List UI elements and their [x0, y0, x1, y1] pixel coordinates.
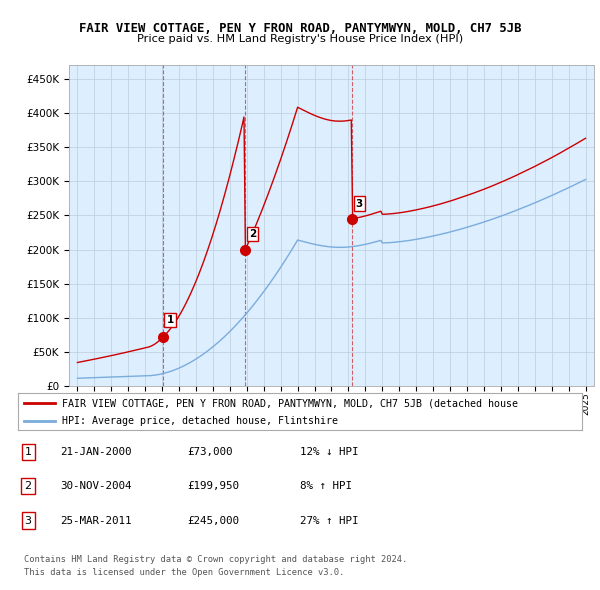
- Text: FAIR VIEW COTTAGE, PEN Y FRON ROAD, PANTYMWYN, MOLD, CH7 5JB: FAIR VIEW COTTAGE, PEN Y FRON ROAD, PANT…: [79, 22, 521, 35]
- Text: 2: 2: [249, 230, 256, 240]
- Text: 27% ↑ HPI: 27% ↑ HPI: [300, 516, 359, 526]
- Text: £245,000: £245,000: [187, 516, 239, 526]
- Text: 3: 3: [25, 516, 32, 526]
- Text: 2: 2: [25, 481, 32, 491]
- Text: Contains HM Land Registry data © Crown copyright and database right 2024.: Contains HM Land Registry data © Crown c…: [24, 555, 407, 563]
- Text: 8% ↑ HPI: 8% ↑ HPI: [300, 481, 352, 491]
- Text: HPI: Average price, detached house, Flintshire: HPI: Average price, detached house, Flin…: [62, 417, 338, 427]
- Text: 30-NOV-2004: 30-NOV-2004: [60, 481, 132, 491]
- Text: £199,950: £199,950: [187, 481, 239, 491]
- Text: 1: 1: [166, 315, 173, 325]
- Text: 21-JAN-2000: 21-JAN-2000: [60, 447, 132, 457]
- Text: 1: 1: [25, 447, 32, 457]
- Text: This data is licensed under the Open Government Licence v3.0.: This data is licensed under the Open Gov…: [24, 568, 344, 576]
- Text: 12% ↓ HPI: 12% ↓ HPI: [300, 447, 359, 457]
- Text: Price paid vs. HM Land Registry's House Price Index (HPI): Price paid vs. HM Land Registry's House …: [137, 34, 463, 44]
- Text: FAIR VIEW COTTAGE, PEN Y FRON ROAD, PANTYMWYN, MOLD, CH7 5JB (detached house: FAIR VIEW COTTAGE, PEN Y FRON ROAD, PANT…: [62, 398, 518, 408]
- Text: 25-MAR-2011: 25-MAR-2011: [60, 516, 132, 526]
- Text: 3: 3: [356, 198, 363, 208]
- Text: £73,000: £73,000: [187, 447, 233, 457]
